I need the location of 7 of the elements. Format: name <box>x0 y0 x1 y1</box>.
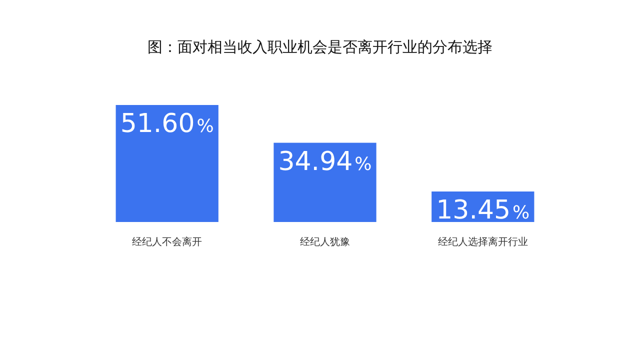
chart-title: 图：面对相当收入职业机会是否离开行业的分布选择 <box>148 38 492 56</box>
data-label: 51.60% <box>120 109 214 139</box>
x-tick-label: 经纪人不会离开 <box>132 236 202 248</box>
x-tick-label: 经纪人选择离开行业 <box>438 236 528 248</box>
data-label: 34.94% <box>278 146 372 177</box>
data-label: 13.45% <box>436 196 530 226</box>
x-tick-label: 经纪人犹豫 <box>300 236 350 248</box>
